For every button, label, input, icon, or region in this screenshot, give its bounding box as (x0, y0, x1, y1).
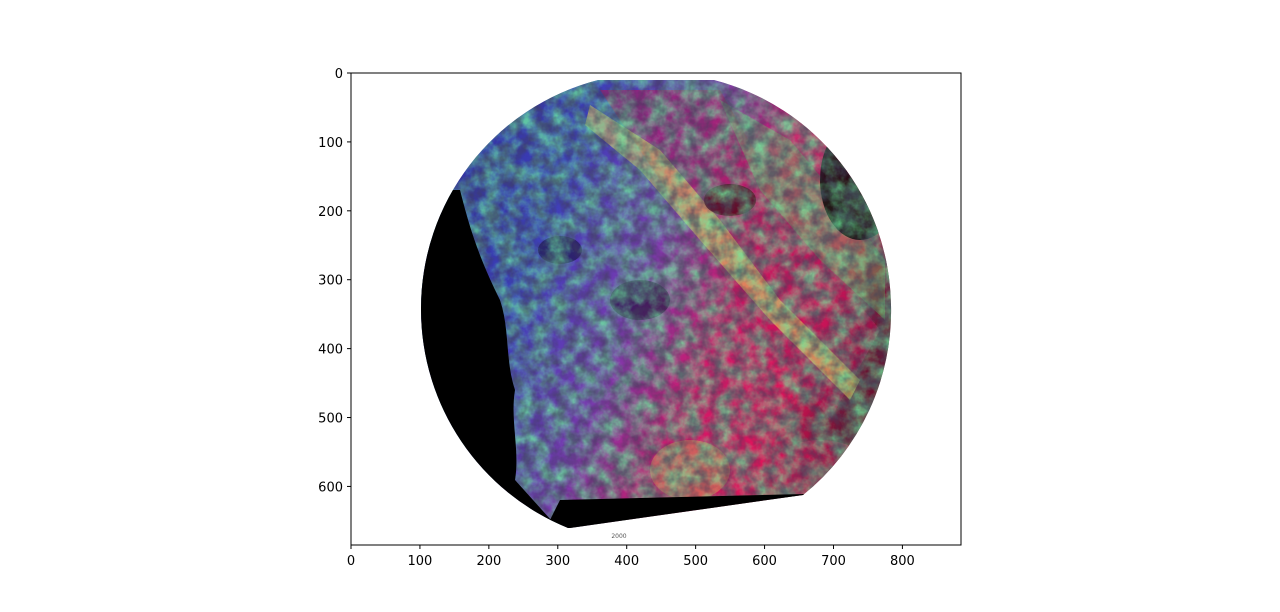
y-tick-label: 300 (318, 274, 343, 289)
axes-frame (350, 72, 962, 546)
y-tick-label: 200 (318, 205, 343, 220)
x-axis: 0 100 200 300 400 500 600 700 800 (347, 545, 915, 569)
x-tick-label: 300 (545, 554, 570, 569)
y-axis: 0 100 200 300 400 500 600 (318, 67, 351, 495)
y-tick-label: 500 (318, 412, 343, 427)
y-tick-label: 100 (318, 136, 343, 151)
y-tick-label: 600 (318, 480, 343, 495)
x-tick-label: 700 (821, 554, 846, 569)
x-tick-label: 600 (752, 554, 777, 569)
x-tick-label: 0 (347, 554, 355, 569)
x-tick-label: 400 (614, 554, 639, 569)
false-color-satellite-image: 2000 (420, 80, 892, 540)
x-tick-label: 200 (476, 554, 501, 569)
y-tick-label: 400 (318, 343, 343, 358)
inset-label: 2000 (611, 533, 626, 540)
x-tick-label: 500 (683, 554, 708, 569)
y-tick-label: 0 (335, 67, 343, 82)
x-tick-label: 100 (408, 554, 433, 569)
x-tick-label: 800 (890, 554, 915, 569)
